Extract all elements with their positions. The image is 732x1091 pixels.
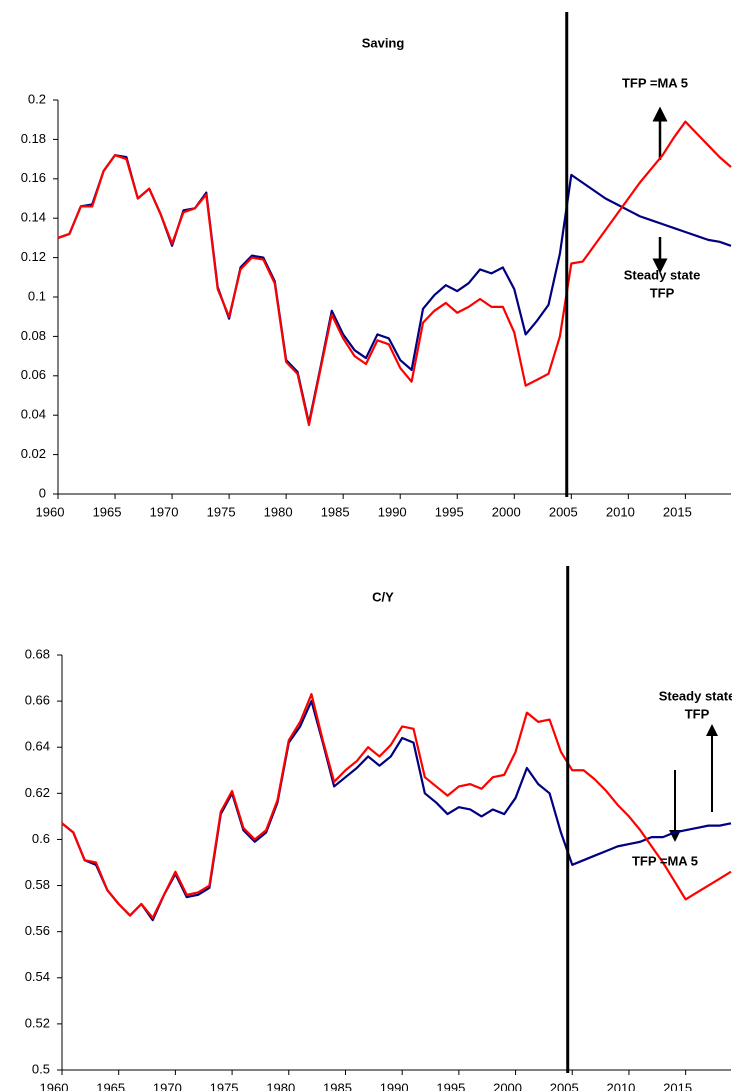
x-tick-label: 2005 — [549, 504, 578, 519]
annotation: Steady state — [624, 267, 701, 282]
y-tick-label: 0.16 — [21, 170, 46, 185]
y-tick-label: 0.18 — [21, 131, 46, 146]
x-tick-label: 1985 — [321, 504, 350, 519]
y-tick-label: 0.06 — [21, 367, 46, 382]
x-tick-label: 2005 — [550, 1080, 579, 1091]
y-tick-label: 0.56 — [25, 923, 50, 938]
y-tick-label: 0.52 — [25, 1015, 50, 1030]
y-tick-label: 0.08 — [21, 328, 46, 343]
annotation: TFP — [685, 706, 710, 721]
x-tick-label: 2000 — [492, 504, 521, 519]
chart-title: Saving — [362, 35, 405, 50]
x-tick-label: 1965 — [96, 1080, 125, 1091]
x-tick-label: 1960 — [36, 504, 65, 519]
x-tick-label: 1960 — [40, 1080, 69, 1091]
series-line — [61, 693, 732, 919]
x-tick-label: 2010 — [606, 1080, 635, 1091]
annotation: Steady state — [659, 688, 732, 703]
y-tick-label: 0.02 — [21, 446, 46, 461]
x-tick-label: 1975 — [207, 504, 236, 519]
y-tick-label: 0.66 — [25, 693, 50, 708]
x-tick-label: 1970 — [153, 1080, 182, 1091]
y-tick-label: 0.5 — [32, 1061, 50, 1076]
y-tick-label: 0.14 — [21, 210, 46, 225]
annotation: TFP =MA 5 — [632, 853, 698, 868]
x-tick-label: 1965 — [93, 504, 122, 519]
annotation: TFP — [650, 285, 675, 300]
y-tick-label: 0.68 — [25, 646, 50, 661]
x-tick-label: 2015 — [663, 1080, 692, 1091]
y-tick-label: 0.58 — [25, 877, 50, 892]
x-tick-label: 1980 — [264, 504, 293, 519]
series-line — [57, 120, 732, 427]
x-tick-label: 1985 — [323, 1080, 352, 1091]
x-tick-label: 1995 — [435, 504, 464, 519]
annotation: TFP =MA 5 — [622, 75, 688, 90]
y-tick-label: 0.04 — [21, 407, 46, 422]
y-tick-label: 0.12 — [21, 249, 46, 264]
y-tick-label: 0 — [39, 485, 46, 500]
y-tick-label: 0.54 — [25, 969, 50, 984]
x-tick-label: 1975 — [210, 1080, 239, 1091]
y-tick-label: 0.2 — [28, 91, 46, 106]
y-tick-label: 0.1 — [28, 288, 46, 303]
chart-title: C/Y — [372, 589, 394, 604]
x-tick-label: 2000 — [493, 1080, 522, 1091]
x-tick-label: 1990 — [380, 1080, 409, 1091]
x-tick-label: 1970 — [150, 504, 179, 519]
x-tick-label: 1990 — [378, 504, 407, 519]
x-tick-label: 2010 — [606, 504, 635, 519]
x-tick-label: 1995 — [436, 1080, 465, 1091]
x-tick-label: 1980 — [266, 1080, 295, 1091]
x-tick-label: 2015 — [663, 504, 692, 519]
y-tick-label: 0.64 — [25, 739, 50, 754]
y-tick-label: 0.62 — [25, 785, 50, 800]
y-tick-label: 0.6 — [32, 831, 50, 846]
